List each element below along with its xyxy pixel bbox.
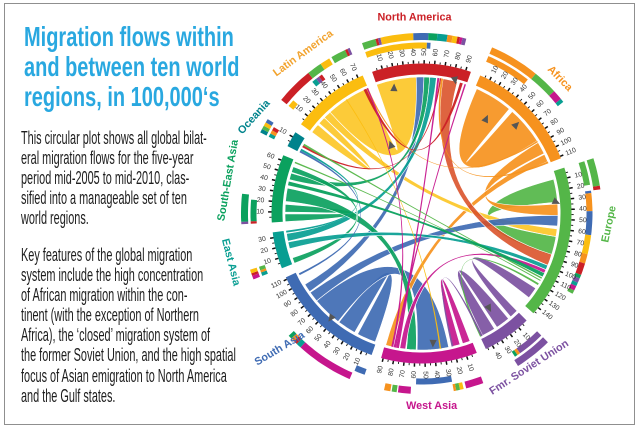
svg-text:North America: North America xyxy=(378,11,453,23)
svg-text:70: 70 xyxy=(297,317,307,327)
svg-text:140: 140 xyxy=(540,309,553,322)
svg-text:40: 40 xyxy=(433,370,441,378)
svg-text:120: 120 xyxy=(553,291,567,303)
svg-text:30: 30 xyxy=(503,345,513,355)
svg-text:60: 60 xyxy=(305,325,315,335)
svg-text:90: 90 xyxy=(465,54,474,64)
svg-text:20: 20 xyxy=(342,352,352,362)
svg-text:40: 40 xyxy=(493,351,503,361)
svg-text:20: 20 xyxy=(386,51,394,60)
svg-text:50: 50 xyxy=(314,333,324,343)
svg-text:110: 110 xyxy=(559,281,572,292)
svg-text:100: 100 xyxy=(564,271,577,282)
svg-text:90: 90 xyxy=(556,127,566,137)
svg-text:70: 70 xyxy=(348,62,358,72)
svg-text:30: 30 xyxy=(258,236,267,244)
svg-text:50: 50 xyxy=(422,371,429,379)
svg-text:Latin America: Latin America xyxy=(271,27,336,79)
svg-text:80: 80 xyxy=(573,250,582,259)
svg-text:South-East Asia: South-East Asia xyxy=(215,138,241,222)
svg-text:90: 90 xyxy=(376,365,385,374)
svg-text:10: 10 xyxy=(521,332,531,342)
svg-text:70: 70 xyxy=(399,370,407,379)
svg-text:50: 50 xyxy=(527,91,537,101)
svg-text:80: 80 xyxy=(290,308,300,318)
svg-text:West Asia: West Asia xyxy=(406,400,458,412)
svg-text:40: 40 xyxy=(318,80,328,90)
svg-text:50: 50 xyxy=(579,217,587,224)
svg-text:10: 10 xyxy=(263,257,273,266)
svg-text:20: 20 xyxy=(512,339,522,349)
svg-text:50: 50 xyxy=(262,163,271,172)
svg-text:110: 110 xyxy=(270,279,283,290)
svg-text:20: 20 xyxy=(576,182,585,190)
svg-text:30: 30 xyxy=(332,346,342,356)
svg-text:80: 80 xyxy=(454,52,463,61)
svg-text:East Asia: East Asia xyxy=(219,237,243,288)
svg-text:80: 80 xyxy=(387,368,395,377)
svg-text:10: 10 xyxy=(490,65,500,75)
svg-text:10: 10 xyxy=(574,171,583,180)
svg-text:110: 110 xyxy=(565,147,578,158)
svg-text:30: 30 xyxy=(397,49,405,58)
svg-text:South Asia: South Asia xyxy=(253,329,308,369)
svg-text:40: 40 xyxy=(579,206,587,213)
svg-text:30: 30 xyxy=(510,76,520,86)
svg-text:10: 10 xyxy=(256,209,264,216)
svg-text:20: 20 xyxy=(256,197,264,205)
svg-text:60: 60 xyxy=(578,228,587,236)
svg-text:50: 50 xyxy=(328,73,338,83)
svg-text:30: 30 xyxy=(578,194,586,202)
svg-text:60: 60 xyxy=(411,371,418,379)
svg-text:40: 40 xyxy=(323,340,333,350)
svg-text:10: 10 xyxy=(466,363,475,373)
svg-text:10: 10 xyxy=(353,357,363,367)
svg-text:90: 90 xyxy=(283,299,293,309)
svg-text:20: 20 xyxy=(500,70,510,80)
svg-text:30: 30 xyxy=(258,185,267,193)
svg-text:60: 60 xyxy=(432,48,440,56)
svg-text:100: 100 xyxy=(560,136,573,147)
svg-text:20: 20 xyxy=(260,247,269,256)
svg-text:90: 90 xyxy=(570,261,580,270)
svg-text:70: 70 xyxy=(576,239,585,247)
svg-text:40: 40 xyxy=(259,174,268,183)
svg-text:10: 10 xyxy=(278,126,288,136)
svg-text:50: 50 xyxy=(421,48,428,56)
svg-text:100: 100 xyxy=(275,289,289,301)
svg-text:20: 20 xyxy=(301,95,311,105)
svg-text:60: 60 xyxy=(535,99,545,109)
svg-text:Fmr. Soviet Union: Fmr. Soviet Union xyxy=(487,337,571,397)
svg-text:10: 10 xyxy=(375,53,384,62)
svg-text:70: 70 xyxy=(443,50,451,59)
svg-text:70: 70 xyxy=(543,108,553,118)
svg-text:60: 60 xyxy=(266,152,276,161)
svg-text:40: 40 xyxy=(519,83,529,93)
svg-text:30: 30 xyxy=(310,87,320,97)
svg-text:30: 30 xyxy=(444,369,452,378)
svg-text:20: 20 xyxy=(455,366,464,375)
svg-text:10: 10 xyxy=(294,104,304,114)
svg-text:130: 130 xyxy=(547,300,560,312)
svg-text:60: 60 xyxy=(338,68,348,78)
svg-text:40: 40 xyxy=(409,48,416,56)
svg-text:80: 80 xyxy=(550,117,560,127)
svg-text:Europe: Europe xyxy=(599,205,618,244)
